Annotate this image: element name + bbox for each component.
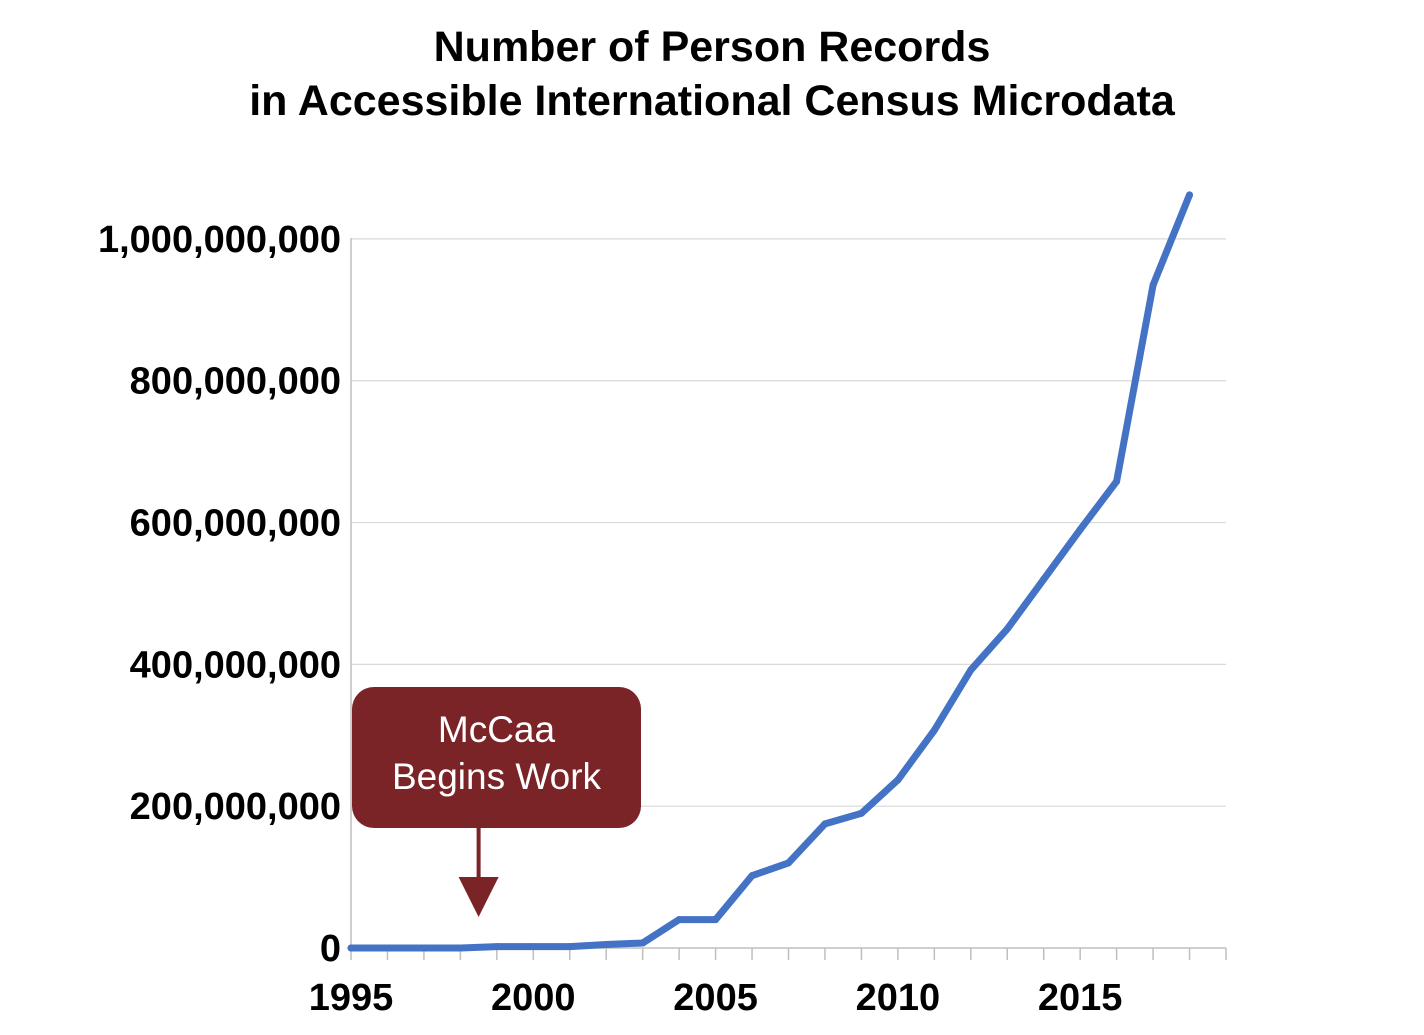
annotation-box	[352, 687, 641, 828]
data-point	[493, 943, 501, 951]
data-point	[675, 916, 683, 924]
y-tick-label: 1,000,000,000	[98, 219, 341, 261]
x-tick-label: 2015	[1038, 977, 1123, 1019]
data-point	[748, 872, 756, 880]
data-point	[566, 943, 574, 951]
chart-title-line-1: Number of Person Records	[433, 23, 991, 71]
chart-title-line-2: in Accessible International Census Micro…	[249, 77, 1175, 125]
data-point	[347, 944, 355, 952]
y-tick-label: 800,000,000	[130, 361, 341, 403]
data-point	[529, 943, 537, 951]
annotation-callout: McCaa Begins Work	[352, 687, 641, 917]
data-point	[712, 916, 720, 924]
data-point	[1003, 625, 1011, 633]
data-point	[894, 776, 902, 784]
chart-title: Number of Person Records in Accessible I…	[0, 20, 1424, 128]
data-point	[967, 666, 975, 674]
data-point	[930, 726, 938, 734]
data-point	[1040, 575, 1048, 583]
y-tick-label: 400,000,000	[130, 644, 341, 686]
annotation-text-line: Begins Work	[392, 756, 602, 797]
data-point	[785, 859, 792, 867]
series-layer	[347, 191, 1194, 952]
y-axis-tick-labels: 0 200,000,000 400,000,000 600,000,000 800,00…	[98, 219, 341, 970]
annotation-text-line: McCaa	[438, 709, 556, 750]
data-point	[602, 940, 610, 948]
x-tick-label: 2005	[673, 977, 758, 1019]
data-point	[821, 820, 829, 828]
y-tick-label: 600,000,000	[130, 503, 341, 545]
data-point	[1076, 526, 1084, 534]
data-point	[639, 939, 647, 947]
series-line	[347, 191, 1193, 952]
data-point	[456, 944, 464, 952]
data-point	[1186, 191, 1194, 199]
data-point	[420, 944, 428, 952]
y-tick-label: 0	[320, 928, 341, 970]
x-tick-label: 1995	[309, 977, 394, 1019]
x-axis-tick-labels: 1995 2000 2005 2010 2015	[309, 977, 1123, 1019]
y-tick-label: 200,000,000	[130, 786, 341, 828]
data-point	[857, 809, 865, 817]
x-tick-label: 2000	[491, 977, 576, 1019]
axes	[350, 238, 1227, 960]
x-tick-label: 2010	[856, 977, 941, 1019]
data-point	[1149, 281, 1157, 289]
data-point	[1113, 477, 1121, 485]
data-point	[383, 944, 391, 952]
